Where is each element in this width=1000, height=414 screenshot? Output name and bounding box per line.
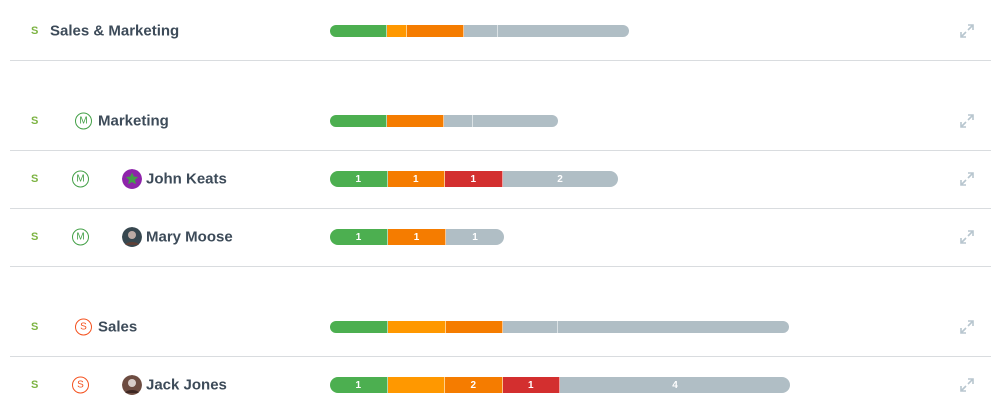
bar-segment-green[interactable]: 1 — [330, 377, 388, 393]
bar-segment-light-orange[interactable] — [387, 25, 407, 37]
bar-segment-orange[interactable]: 1 — [388, 229, 446, 245]
bar-segment-orange[interactable] — [445, 321, 504, 333]
expand-icon[interactable] — [960, 230, 974, 244]
green-star-avatar-icon — [122, 169, 142, 189]
workload-bar[interactable] — [330, 321, 790, 333]
row-sales-marketing[interactable]: S Sales & Marketing — [10, 2, 991, 61]
expand-icon[interactable] — [960, 114, 974, 128]
status-tag: S — [31, 115, 39, 127]
bar-segment-green[interactable] — [330, 25, 387, 37]
bar-segment-green[interactable] — [330, 115, 387, 127]
status-tag: S — [31, 321, 39, 333]
m-badge-icon: M — [75, 112, 92, 130]
bar-segment-gray[interactable]: 4 — [560, 377, 790, 393]
bar-segment-gray[interactable] — [503, 321, 559, 333]
status-tag: S — [31, 379, 39, 391]
photo-avatar-icon — [122, 227, 142, 247]
s-badge-icon: S — [75, 318, 92, 336]
bar-segment-green[interactable]: 1 — [330, 171, 388, 187]
row-name[interactable]: John Keats — [146, 170, 227, 188]
bar-segment-red[interactable]: 1 — [445, 171, 503, 187]
bar-segment-green[interactable] — [330, 321, 388, 333]
bar-segment-orange[interactable] — [387, 115, 444, 127]
row-name[interactable]: Mary Moose — [146, 228, 233, 246]
bar-segment-gray[interactable]: 1 — [446, 229, 504, 245]
row-name[interactable]: Jack Jones — [146, 376, 227, 394]
bar-segment-gray[interactable] — [558, 321, 790, 333]
row-name[interactable]: Sales — [98, 318, 138, 336]
bar-segment-gray[interactable] — [472, 115, 558, 127]
expand-icon[interactable] — [960, 378, 974, 392]
s-badge-icon: S — [72, 376, 89, 394]
expand-icon[interactable] — [960, 172, 974, 186]
row-name[interactable]: Marketing — [98, 112, 169, 130]
bar-segment-light-orange[interactable] — [387, 377, 445, 393]
m-badge-icon: M — [72, 170, 89, 188]
status-tag: S — [31, 231, 39, 243]
workload-bar[interactable] — [330, 115, 558, 127]
bar-segment-gray[interactable] — [463, 25, 499, 37]
bar-segment-gray[interactable] — [444, 115, 473, 127]
bar-segment-gray[interactable]: 2 — [502, 171, 618, 187]
expand-icon[interactable] — [960, 24, 974, 38]
m-badge-icon: M — [72, 228, 89, 246]
bar-segment-light-orange[interactable] — [387, 321, 446, 333]
bar-segment-red[interactable]: 1 — [502, 377, 560, 393]
workload-bar[interactable] — [330, 25, 630, 37]
row-name[interactable]: Sales & Marketing — [50, 22, 180, 40]
bar-segment-orange[interactable]: 1 — [387, 171, 445, 187]
bar-segment-gray[interactable] — [498, 25, 630, 37]
photo-avatar-icon — [122, 375, 142, 395]
status-tag: S — [31, 25, 39, 37]
expand-icon[interactable] — [960, 320, 974, 334]
bar-segment-orange[interactable]: 2 — [445, 377, 503, 393]
bar-segment-green[interactable]: 1 — [330, 229, 388, 245]
bar-segment-orange[interactable] — [406, 25, 464, 37]
row-marketing[interactable]: S M Marketing — [10, 92, 991, 151]
row-sales[interactable]: S S Sales — [10, 298, 991, 357]
status-tag: S — [31, 173, 39, 185]
